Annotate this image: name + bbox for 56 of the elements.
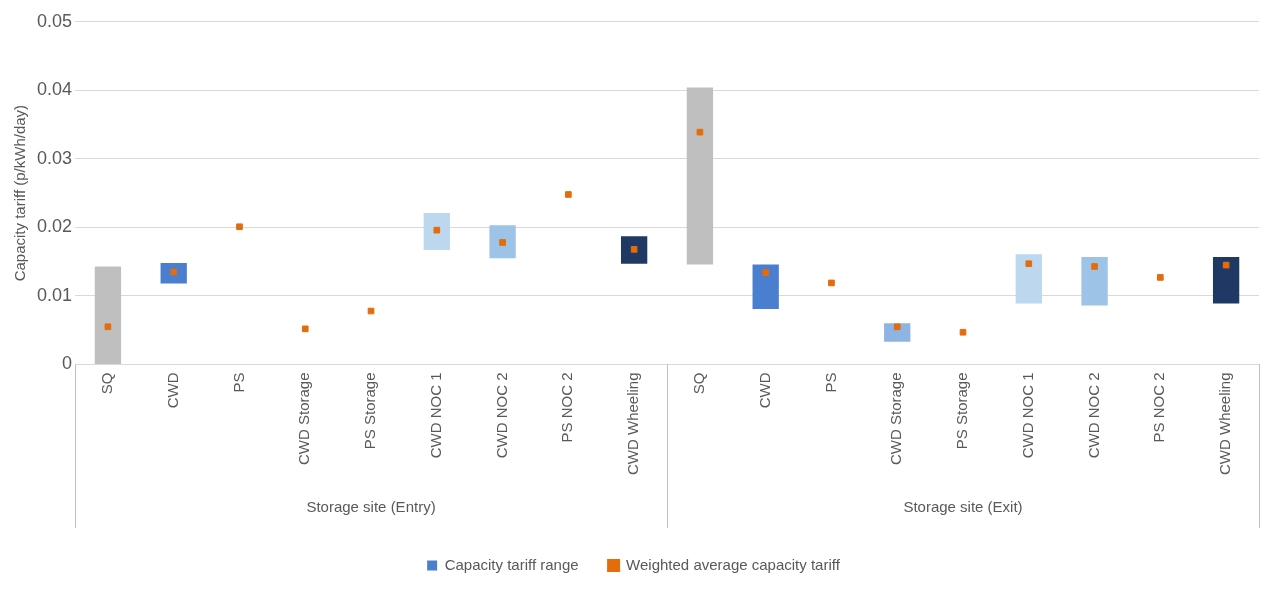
point (959, 328, 967, 336)
point (893, 323, 901, 331)
point (1025, 260, 1033, 268)
x-tick-label: CWD Storage (887, 372, 905, 466)
legend-label: Weighted average capacity tariff (626, 555, 841, 573)
point (565, 191, 572, 198)
x-tick-label: CWD Wheeling (624, 372, 642, 476)
bar (1015, 254, 1042, 304)
bar (94, 266, 122, 364)
x-tick-label: PS Storage (953, 372, 971, 450)
point (236, 223, 243, 231)
bar (1212, 256, 1240, 304)
point (696, 128, 704, 136)
point (499, 239, 506, 246)
y-tick-label: 0.05 (36, 10, 73, 31)
y-tick-label: 0.03 (36, 147, 73, 168)
point (367, 307, 375, 315)
y-axis-title: Capacity tariff (p/kWh/day) (11, 104, 29, 282)
bar (686, 87, 714, 265)
x-tick-label: SQ (690, 372, 708, 395)
x-tick-label: CWD NOC 2 (492, 372, 510, 459)
x-tick-label: PS Storage (361, 372, 379, 450)
point (104, 323, 112, 331)
point (433, 226, 441, 234)
y-tick-label: 0.02 (36, 216, 73, 237)
x-tick-label: PS (229, 372, 247, 393)
bar (884, 323, 911, 342)
text: Storage site (Exit) (903, 498, 1023, 516)
y-tick-label: 0.01 (36, 284, 73, 305)
x-tick-label: CWD NOC 2 (1084, 372, 1102, 459)
point (1091, 263, 1098, 270)
x-tick-label: PS NOC 2 (558, 372, 576, 443)
y-tick-label: 0 (62, 353, 73, 374)
x-tick-label: PS NOC 2 (1150, 372, 1168, 443)
x-tick-label: CWD Wheeling (1216, 372, 1234, 476)
x-tick-label: CWD Storage (295, 372, 313, 466)
x-tick-label: CWD NOC 1 (426, 372, 444, 459)
point (828, 279, 835, 287)
x-tick-label: CWD (163, 372, 181, 409)
y-tick-label: 0.04 (36, 79, 73, 100)
point (762, 269, 770, 276)
x-tick-label: SQ (98, 372, 116, 395)
bar (620, 236, 648, 264)
bar (752, 264, 779, 309)
text: Storage site (Entry) (306, 498, 436, 516)
bar (1081, 256, 1108, 306)
point (301, 325, 309, 333)
x-tick-label: CWD (755, 372, 773, 409)
x-tick-label: PS (821, 372, 839, 393)
x-tick-label: CWD NOC 1 (1018, 372, 1036, 459)
point (1222, 261, 1230, 269)
bar (423, 213, 450, 251)
bar (489, 225, 516, 259)
point (1157, 274, 1164, 281)
bar (160, 263, 187, 284)
legend-label: Capacity tariff range (444, 555, 579, 573)
